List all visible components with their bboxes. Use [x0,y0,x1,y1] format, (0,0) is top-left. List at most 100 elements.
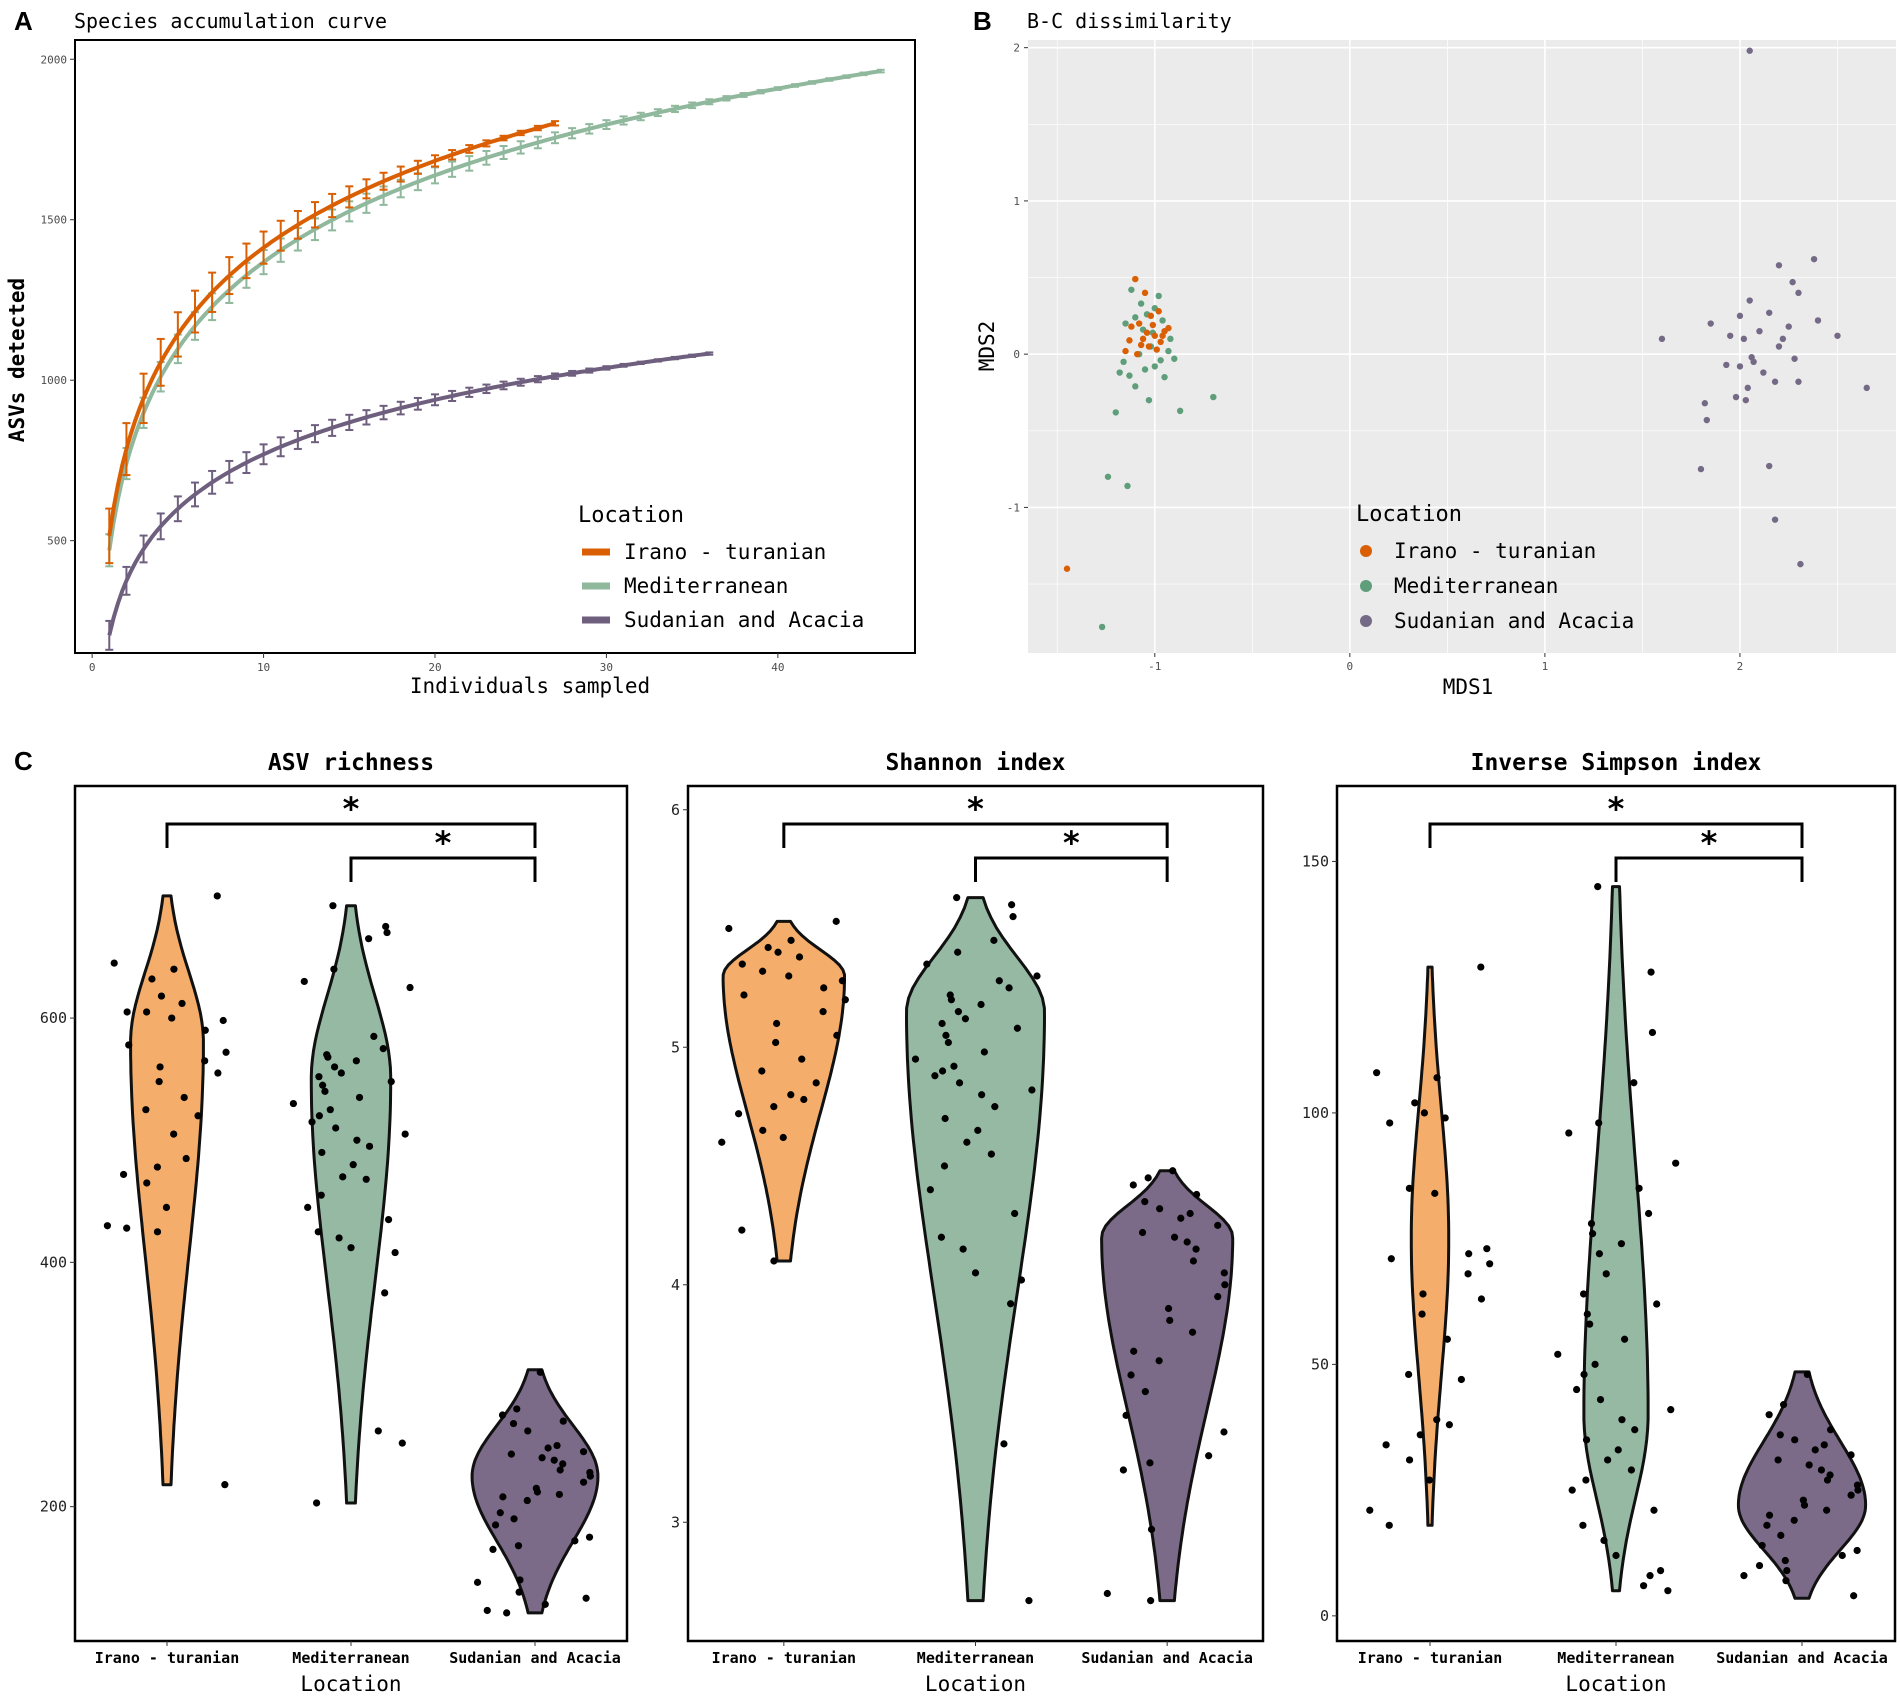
data-point [1565,1129,1573,1137]
y-tick-label: 150 [1302,852,1329,870]
scatter-point [1141,366,1149,373]
data-point [1586,1320,1594,1328]
scatter-point [1779,335,1787,343]
data-point [1811,1446,1819,1454]
data-point [1483,1245,1491,1253]
legend-b-label-mediterranean: Mediterranean [1394,574,1558,598]
data-point [1411,1099,1419,1107]
data-point [201,1057,209,1065]
significance-bracket [1428,822,1804,848]
x-tick-label: 1 [1542,660,1549,673]
scatter-point [1147,312,1155,320]
data-point [1774,1456,1782,1464]
data-point [764,943,772,952]
data-point [182,1154,190,1163]
data-point [795,953,804,961]
data-point [317,1191,325,1199]
accumulation-line [107,351,710,636]
data-point [941,1114,949,1123]
y-tick-label: 1000 [41,374,68,387]
data-point [1853,1546,1861,1555]
data-point [1033,972,1041,980]
scatter-point [1795,378,1802,385]
data-point [362,1175,370,1183]
scatter-point [1736,312,1744,320]
data-point [738,1226,746,1234]
scatter-point [1723,361,1730,369]
data-point [1790,1516,1798,1524]
data-point [383,928,391,937]
scatter-point [1746,47,1753,54]
x-tick-label: 0 [1347,660,1354,673]
data-point [1170,1233,1179,1241]
data-point [1672,1159,1680,1167]
data-point [1588,1230,1597,1238]
data-point [1776,1431,1784,1439]
data-point [770,1103,778,1111]
data-point [571,1537,579,1545]
data-point [170,965,178,973]
data-point [1103,1589,1111,1598]
data-point [911,1055,920,1063]
data-point [1465,1250,1473,1258]
data-point [1826,1426,1835,1434]
data-point [1582,1436,1591,1444]
data-point [1186,1209,1194,1218]
scatter-point [1137,300,1145,307]
data-point [938,1067,947,1075]
y-tick-label: 50 [1311,1355,1329,1373]
data-point [219,1016,227,1025]
data-point [329,902,337,910]
data-point [514,1542,523,1550]
data-point [1579,1521,1587,1529]
significance-star: * [433,824,452,862]
violin-shape [309,904,393,1505]
y-tick-label: 200 [40,1498,67,1516]
data-point [398,1439,406,1447]
violin-panel-asv-richness: ASV richness 200 400 600 Irano - turanian Med… [40,750,629,1696]
panel-a: A Species accumulation curve 0 10 20 30 40 50… [5,6,916,698]
data-point [374,1427,382,1435]
data-point [489,1545,497,1553]
data-point [1147,1597,1155,1605]
data-point [330,1063,339,1071]
data-point [759,1126,767,1134]
scatter-point [1145,396,1153,404]
x-category-label: Mediterranean [1557,1649,1674,1667]
data-point [1433,1416,1441,1424]
data-point [1420,1109,1428,1117]
data-point [1823,1476,1832,1484]
data-point [1214,1293,1222,1301]
data-point [1164,1304,1173,1313]
scatter-point [1104,473,1112,480]
data-point [201,1026,209,1034]
data-point [1433,1074,1441,1082]
data-point [947,996,955,1004]
scatter-point [1760,369,1767,376]
data-point [125,1041,133,1049]
legend-b-swatch-sudanian [1360,615,1372,627]
data-point [937,1233,946,1241]
panel-a-legend: Location Irano - turanian Mediterranean … [578,503,864,632]
data-point [971,1269,980,1277]
data-point [1005,984,1013,992]
panel-a-ticks: 0 10 20 30 40 500 1000 1500 2000 [41,53,785,674]
data-point [314,1228,322,1236]
data-point [516,1576,524,1584]
data-point [1017,1276,1026,1284]
x-category-label: Mediterranean [292,1649,409,1667]
data-point [391,1248,399,1257]
data-point [365,935,373,943]
scatter-point [1134,350,1141,358]
data-point [1805,1461,1813,1469]
data-point [1155,1357,1163,1365]
violin-panel-inverse-simpson: Inverse Simpson index 0 50 100 150 Irano - tu… [1302,750,1897,1696]
data-point [959,1245,967,1253]
data-point [387,1077,395,1086]
data-point [1600,1536,1608,1545]
scatter-point [1785,323,1792,330]
violin-title: Inverse Simpson index [1471,750,1762,776]
data-point [1740,1572,1748,1580]
significance-bracket [349,856,537,882]
